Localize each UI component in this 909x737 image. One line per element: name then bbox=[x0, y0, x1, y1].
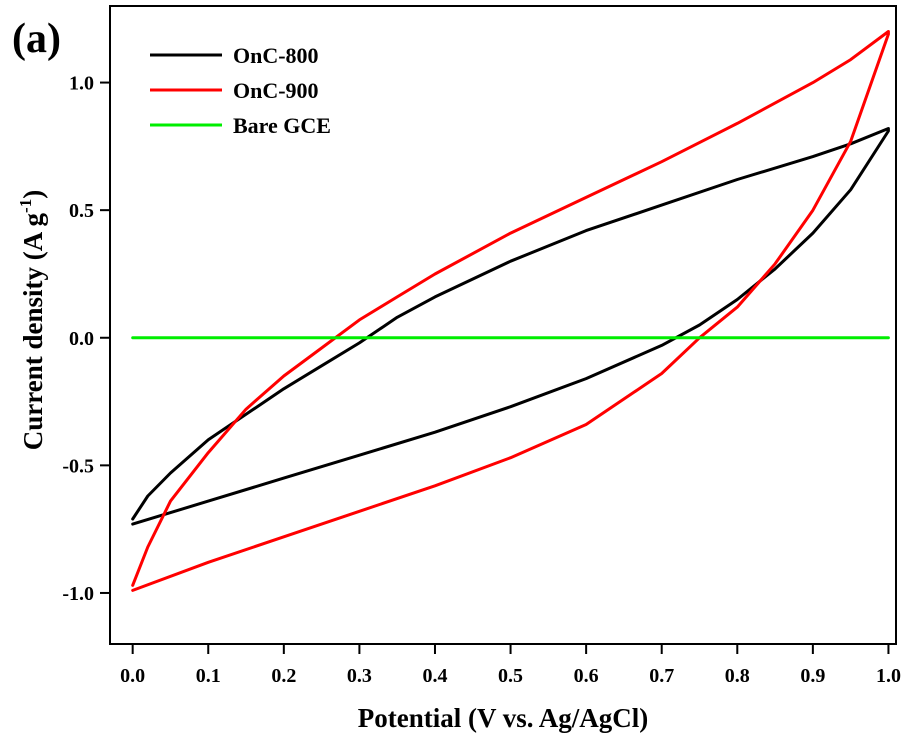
series-line-0 bbox=[131, 127, 890, 526]
legend-label: OnC-900 bbox=[233, 78, 319, 103]
x-tick-label: 0.9 bbox=[800, 665, 825, 687]
legend-label: OnC-800 bbox=[233, 43, 319, 68]
x-tick-label: 0.5 bbox=[498, 665, 523, 687]
y-tick-label: 0.0 bbox=[69, 328, 94, 350]
legend: OnC-800 OnC-900 Bare GCE bbox=[150, 43, 331, 138]
y-axis-title-main: Current density (A g bbox=[18, 212, 48, 450]
x-tick-label: 0.2 bbox=[271, 665, 296, 687]
plot-frame bbox=[109, 5, 897, 645]
y-axis-title: Current density (A g-1) bbox=[16, 190, 48, 450]
x-tick-label: 0.6 bbox=[574, 665, 599, 687]
y-axis-ticks: -1.0 -0.5 0.0 0.5 1.0 bbox=[62, 73, 110, 605]
x-tick-label: 0.0 bbox=[120, 665, 145, 687]
y-tick-label: 0.5 bbox=[69, 200, 94, 222]
x-tick-label: 1.0 bbox=[876, 665, 901, 687]
series-layer bbox=[131, 30, 890, 592]
x-axis-ticks: 0.0 0.1 0.2 0.3 0.4 0.5 0.6 0.7 0.8 0.9 1.0 bbox=[120, 644, 901, 687]
y-tick-label: -1.0 bbox=[62, 583, 94, 605]
panel-label: (a) bbox=[12, 16, 61, 62]
x-tick-label: 0.3 bbox=[347, 665, 372, 687]
series-line-1 bbox=[131, 30, 890, 592]
y-axis-title-close: ) bbox=[18, 190, 48, 199]
y-tick-label: -0.5 bbox=[62, 455, 94, 477]
x-tick-label: 0.7 bbox=[649, 665, 674, 687]
legend-label: Bare GCE bbox=[233, 113, 331, 138]
x-tick-label: 0.8 bbox=[725, 665, 750, 687]
x-axis-title: Potential (V vs. Ag/AgCl) bbox=[358, 703, 649, 733]
x-tick-label: 0.1 bbox=[196, 665, 221, 687]
y-axis-title-sup: -1 bbox=[16, 199, 35, 213]
x-tick-label: 0.4 bbox=[422, 665, 447, 687]
y-tick-label: 1.0 bbox=[69, 73, 94, 95]
